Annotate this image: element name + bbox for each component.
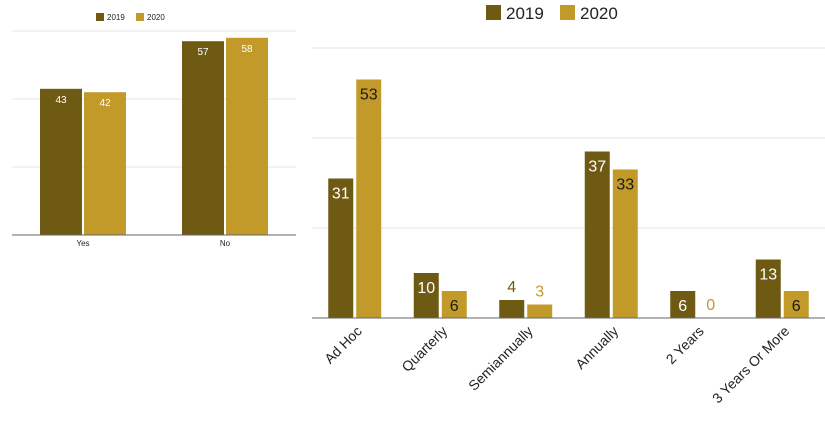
data-label-2020-semiannually: 3: [535, 284, 544, 301]
data-label-2020-annually: 33: [616, 177, 634, 194]
legend-swatch-2019: [96, 13, 104, 21]
bar-2019-quarterly: [413, 273, 439, 318]
x-tick-label: 3 Years Or More: [709, 323, 793, 407]
legend-label-2020: 2020: [580, 4, 618, 23]
bar-2020-semiannually: [527, 304, 553, 318]
bar-2019-ad-hoc: [328, 178, 354, 318]
bar-2019-yes: [40, 88, 82, 235]
x-tick-label: Yes: [76, 239, 89, 248]
data-label-2019-3-years-or-more: 13: [759, 267, 777, 284]
legend-swatch-2020: [560, 5, 575, 20]
data-label-2019-2-years: 6: [678, 298, 687, 315]
data-label-2020-yes: 42: [99, 98, 111, 109]
x-tick-label: Quarterly: [398, 323, 450, 375]
data-label-2019-quarterly: 10: [417, 280, 435, 297]
bar-2019-no: [182, 41, 224, 236]
data-label-2020-ad-hoc: 53: [360, 87, 378, 104]
data-label-2019-no: 57: [197, 47, 209, 58]
legend-label-2019: 2019: [107, 13, 125, 22]
x-tick-label: Ad Hoc: [321, 323, 365, 367]
bar-2020-no: [226, 37, 268, 235]
bar-2020-annually: [612, 169, 638, 318]
left-x-tick-labels: Yes No: [76, 239, 230, 248]
x-tick-label: Annually: [572, 323, 621, 372]
left-legend: 2019 2020: [96, 13, 165, 22]
data-label-2019-yes: 43: [55, 95, 67, 106]
legend-label-2019: 2019: [506, 4, 544, 23]
legend-label-2020: 2020: [147, 13, 165, 22]
x-tick-label: 2 Years: [663, 323, 707, 367]
legend-swatch-2019: [486, 5, 501, 20]
left-bar-chart: 2019 2020 43 42 57 58 Yes No: [12, 13, 296, 248]
data-label-2019-semiannually: 4: [507, 279, 516, 296]
right-legend: 2019 2020: [486, 4, 618, 23]
left-data-labels: 43 42 57 58: [55, 44, 253, 109]
x-tick-label: No: [220, 239, 231, 248]
bar-2019-annually: [584, 151, 610, 318]
bar-2019-2-years: [670, 291, 696, 318]
bar-2019-semiannually: [499, 300, 525, 318]
data-label-2019-annually: 37: [588, 159, 606, 176]
data-label-2020-no: 58: [241, 44, 253, 55]
x-tick-label: Semiannually: [465, 323, 536, 394]
bar-2020-quarterly: [441, 291, 467, 318]
right-gridlines: [312, 47, 825, 229]
bar-2020-3-years-or-more: [783, 291, 809, 318]
data-label-2019-ad-hoc: 31: [332, 186, 350, 203]
right-data-labels: 31 53 10 6 4 3 37 33 6 0 13 6: [332, 87, 801, 316]
bar-2020-ad-hoc: [356, 79, 382, 318]
data-label-2020-quarterly: 6: [450, 298, 459, 315]
bar-2020-yes: [84, 92, 126, 235]
right-x-tick-labels: Ad Hoc Quarterly Semiannually Annually 2 Yea…: [321, 323, 792, 407]
data-label-2020-3-years-or-more: 6: [792, 298, 801, 315]
data-label-2020-2-years: 0: [706, 297, 715, 314]
right-bar-chart: 2019 2020 31 53 10 6 4 3 37 33 6 0 13 6 Ad Hoc Quart…: [312, 4, 825, 407]
bar-2019-3-years-or-more: [755, 259, 781, 318]
legend-swatch-2020: [136, 13, 144, 21]
left-bars: [40, 37, 268, 236]
right-bars: [328, 79, 809, 318]
